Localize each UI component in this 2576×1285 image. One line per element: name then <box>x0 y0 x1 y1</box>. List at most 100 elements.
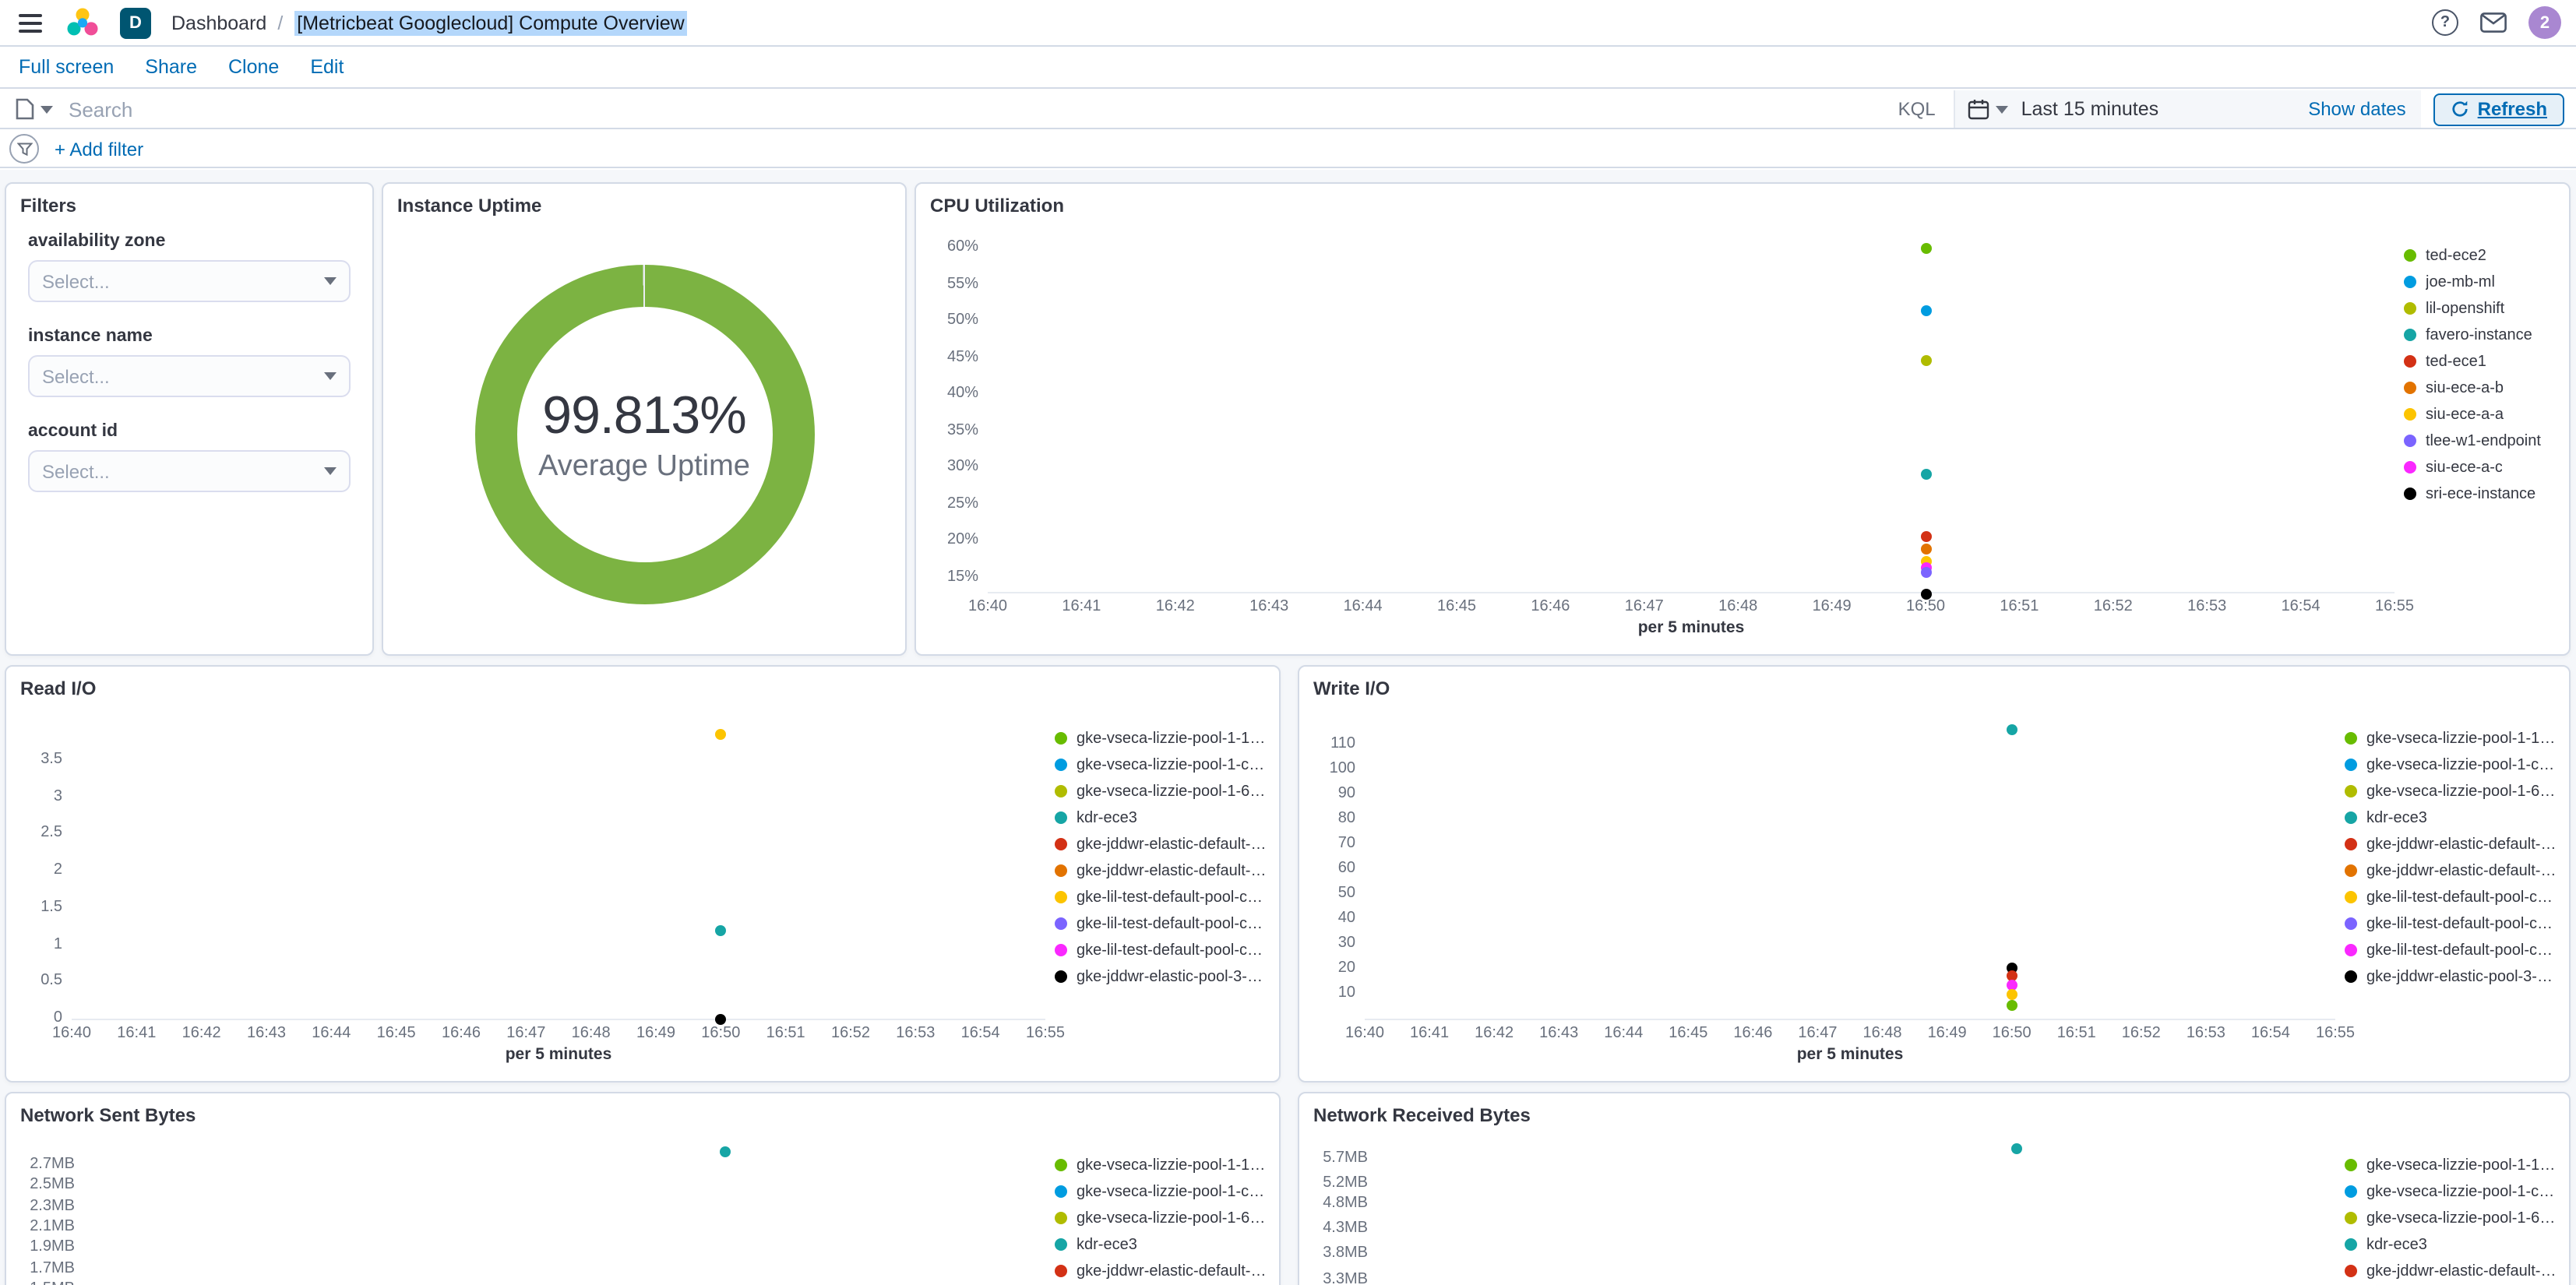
x-tick-label: 16:43 <box>246 1025 287 1042</box>
date-quick-select-button[interactable] <box>1956 90 2021 128</box>
legend-item[interactable]: gke-vseca-lizzie-pool-1-c417... <box>1055 1182 1270 1201</box>
legend-item[interactable]: gke-jddwr-elastic-pool-3-74... <box>2345 967 2560 986</box>
y-tick-label: 1.7MB <box>30 1259 75 1277</box>
legend-item[interactable]: gke-jddwr-elastic-default-po... <box>1055 861 1270 880</box>
legend-label: gke-vseca-lizzie-pool-1-630... <box>2366 1209 2560 1227</box>
data-point[interactable] <box>719 1146 731 1157</box>
legend-item[interactable]: gke-vseca-lizzie-pool-1-1877... <box>2345 1156 2560 1174</box>
legend-item[interactable]: lil-openshift <box>2404 299 2560 318</box>
legend-item[interactable]: gke-jddwr-elastic-default-po... <box>2345 861 2560 880</box>
legend-item[interactable]: gke-vseca-lizzie-pool-1-1877... <box>1055 1156 1270 1174</box>
show-dates-link[interactable]: Show dates <box>2308 98 2406 120</box>
legend-item[interactable]: gke-lil-test-default-pool-c1e... <box>1055 941 1270 959</box>
filter-options-button[interactable] <box>9 134 39 164</box>
dashboard-title[interactable]: [Metricbeat Googlecloud] Compute Overvie… <box>294 10 688 35</box>
legend-item[interactable]: siu-ece-a-c <box>2404 458 2560 477</box>
legend-label: gke-jddwr-elastic-default-po... <box>1077 1262 1270 1280</box>
instance-name-select[interactable]: Select... <box>28 355 351 397</box>
legend-item[interactable]: siu-ece-a-b <box>2404 378 2560 397</box>
full-screen-link[interactable]: Full screen <box>19 56 115 78</box>
data-point[interactable] <box>1920 242 1931 254</box>
saved-query-menu-button[interactable] <box>0 90 65 128</box>
legend-item[interactable]: gke-vseca-lizzie-pool-1-630... <box>1055 1209 1270 1227</box>
legend-item[interactable]: kdr-ece3 <box>2345 808 2560 827</box>
legend-item[interactable]: gke-lil-test-default-pool-c1e... <box>2345 914 2560 933</box>
legend-item[interactable]: gke-jddwr-elastic-default-po... <box>1055 1262 1270 1280</box>
y-tick-label: 35% <box>946 421 978 439</box>
query-language-button[interactable]: KQL <box>1898 98 1936 120</box>
menu-button[interactable] <box>16 10 45 35</box>
legend-color-dot <box>2404 461 2416 474</box>
legend-item[interactable]: gke-jddwr-elastic-pool-3-74... <box>1055 967 1270 986</box>
data-point[interactable] <box>715 925 727 937</box>
legend-item[interactable]: gke-jddwr-elastic-default-po... <box>2345 835 2560 854</box>
legend-item[interactable]: siu-ece-a-a <box>2404 405 2560 424</box>
legend-item[interactable]: ted-ece1 <box>2404 352 2560 371</box>
data-point[interactable] <box>715 728 727 739</box>
data-point[interactable] <box>2006 970 2017 980</box>
legend-item[interactable]: favero-instance <box>2404 326 2560 344</box>
clone-link[interactable]: Clone <box>228 56 280 78</box>
legend-color-dot <box>2404 488 2416 500</box>
x-tick-label: 16:54 <box>2281 598 2321 615</box>
legend-item[interactable]: kdr-ece3 <box>1055 1235 1270 1254</box>
data-point[interactable] <box>2006 999 2017 1011</box>
data-point[interactable] <box>2006 979 2017 991</box>
newsfeed-icon[interactable] <box>2480 12 2507 33</box>
legend-item[interactable]: gke-vseca-lizzie-pool-1-c417... <box>2345 755 2560 774</box>
time-range-label[interactable]: Last 15 minutes <box>2021 98 2159 120</box>
legend-item[interactable]: sri-ece-instance <box>2404 484 2560 503</box>
data-point[interactable] <box>1920 531 1931 543</box>
legend-item[interactable]: tlee-w1-endpoint <box>2404 431 2560 450</box>
availability-zone-select[interactable]: Select... <box>28 260 351 302</box>
breadcrumb-dashboard[interactable]: Dashboard <box>171 12 267 33</box>
legend-item[interactable]: kdr-ece3 <box>2345 1235 2560 1254</box>
legend-color-dot <box>2345 811 2357 824</box>
legend-item[interactable]: gke-jddwr-elastic-default-po... <box>2345 1262 2560 1280</box>
help-icon[interactable]: ? <box>2432 9 2458 36</box>
data-point[interactable] <box>2010 1143 2021 1155</box>
filters-panel: Filters availability zone Select... inst… <box>5 182 374 656</box>
legend-item[interactable]: gke-vseca-lizzie-pool-1-1877... <box>2345 729 2560 748</box>
legend-item[interactable]: gke-lil-test-default-pool-c1e... <box>1055 888 1270 907</box>
space-avatar[interactable]: D <box>120 7 151 38</box>
legend-item[interactable]: gke-vseca-lizzie-pool-1-c417... <box>1055 755 1270 774</box>
data-point[interactable] <box>1920 588 1931 600</box>
data-point[interactable] <box>1920 469 1931 481</box>
data-point[interactable] <box>1920 305 1931 317</box>
data-point[interactable] <box>1920 543 1931 554</box>
data-point[interactable] <box>715 1013 727 1024</box>
x-tick-label: 16:52 <box>830 1025 871 1042</box>
legend-item[interactable]: ted-ece2 <box>2404 246 2560 265</box>
elastic-logo[interactable] <box>65 5 100 40</box>
uptime-label: Average Uptime <box>538 449 750 482</box>
user-avatar[interactable]: 2 <box>2528 6 2561 39</box>
legend-item[interactable]: gke-lil-test-default-pool-c1e... <box>2345 941 2560 959</box>
account-id-select[interactable]: Select... <box>28 450 351 492</box>
search-input[interactable] <box>65 89 1880 129</box>
dashboard-toolbar: Full screen Share Clone Edit <box>0 47 2576 89</box>
share-link[interactable]: Share <box>145 56 197 78</box>
network-received-chart: 5.7MB5.2MB4.8MB4.3MB3.8MB3.3MB16:4016:41… <box>1312 1134 2560 1285</box>
legend-item[interactable]: gke-vseca-lizzie-pool-1-c417... <box>2345 1182 2560 1201</box>
data-point[interactable] <box>2006 723 2017 735</box>
legend-item[interactable]: gke-vseca-lizzie-pool-1-630... <box>2345 1209 2560 1227</box>
refresh-button[interactable]: Refresh <box>2433 93 2564 125</box>
edit-link[interactable]: Edit <box>310 56 344 78</box>
legend-item[interactable]: gke-vseca-lizzie-pool-1-630... <box>2345 782 2560 801</box>
plot-area: 2.7MB2.5MB2.3MB2.1MB1.9MB1.7MB1.5MB16:40… <box>19 1134 1055 1285</box>
y-tick-label: 40% <box>946 385 978 403</box>
legend-item[interactable]: gke-vseca-lizzie-pool-1-630... <box>1055 782 1270 801</box>
legend-item[interactable]: kdr-ece3 <box>1055 808 1270 827</box>
legend-item[interactable]: gke-vseca-lizzie-pool-1-1877... <box>1055 729 1270 748</box>
data-point[interactable] <box>2006 988 2017 999</box>
data-point[interactable] <box>1920 567 1931 579</box>
legend-item[interactable]: joe-mb-ml <box>2404 273 2560 291</box>
legend-item[interactable]: gke-lil-test-default-pool-c1e... <box>1055 914 1270 933</box>
add-filter-button[interactable]: + Add filter <box>55 138 144 160</box>
legend-item[interactable]: gke-jddwr-elastic-default-po... <box>1055 835 1270 854</box>
legend-item[interactable]: gke-lil-test-default-pool-c1e... <box>2345 888 2560 907</box>
data-point[interactable] <box>1920 354 1931 366</box>
y-tick-label: 20% <box>946 531 978 549</box>
